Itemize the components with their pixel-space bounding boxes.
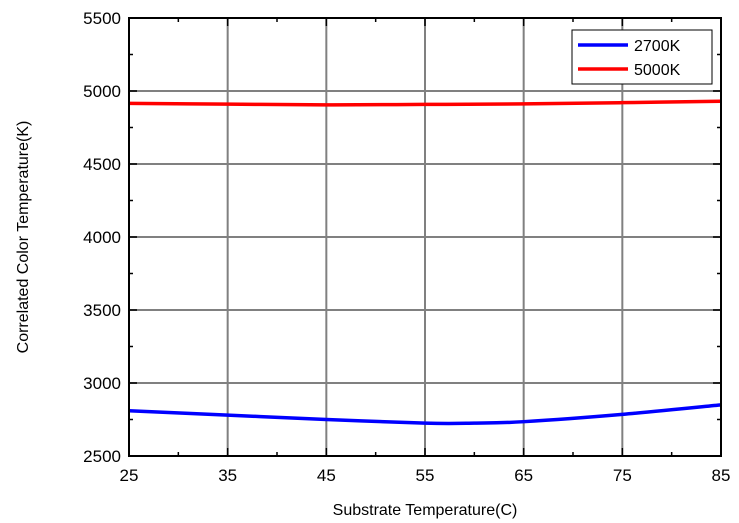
y-tick-label: 5000 xyxy=(83,82,121,101)
x-tick-label: 25 xyxy=(120,466,139,485)
x-tick-label: 35 xyxy=(218,466,237,485)
grid-lines xyxy=(129,18,721,456)
x-axis-title: Substrate Temperature(C) xyxy=(333,502,518,519)
y-tick-label: 5500 xyxy=(83,9,121,28)
legend-box xyxy=(571,29,713,85)
y-axis-title: Correlated Color Temperature(K) xyxy=(15,121,32,354)
legend-label-5000K: 5000K xyxy=(634,62,681,79)
x-tick-label: 55 xyxy=(416,466,435,485)
y-tick-label: 3500 xyxy=(83,301,121,320)
legend-label-2700K: 2700K xyxy=(634,38,681,55)
x-tick-label: 45 xyxy=(317,466,336,485)
legend: 2700K 5000K xyxy=(571,29,713,85)
y-tick-label: 3000 xyxy=(83,374,121,393)
x-tick-label: 75 xyxy=(613,466,632,485)
x-tick-label: 65 xyxy=(514,466,533,485)
axis-ticks: 25 35 45 55 65 75 85 2500 3000 3500 4000 4500 5000 55… xyxy=(83,9,730,485)
series-line-2700K xyxy=(128,403,722,426)
y-tick-label: 4000 xyxy=(83,228,121,247)
x-tick-label: 85 xyxy=(712,466,731,485)
y-tick-label: 2500 xyxy=(83,447,121,466)
y-tick-label: 4500 xyxy=(83,155,121,174)
series-line-5000K xyxy=(128,99,722,107)
series-layer xyxy=(128,99,722,426)
